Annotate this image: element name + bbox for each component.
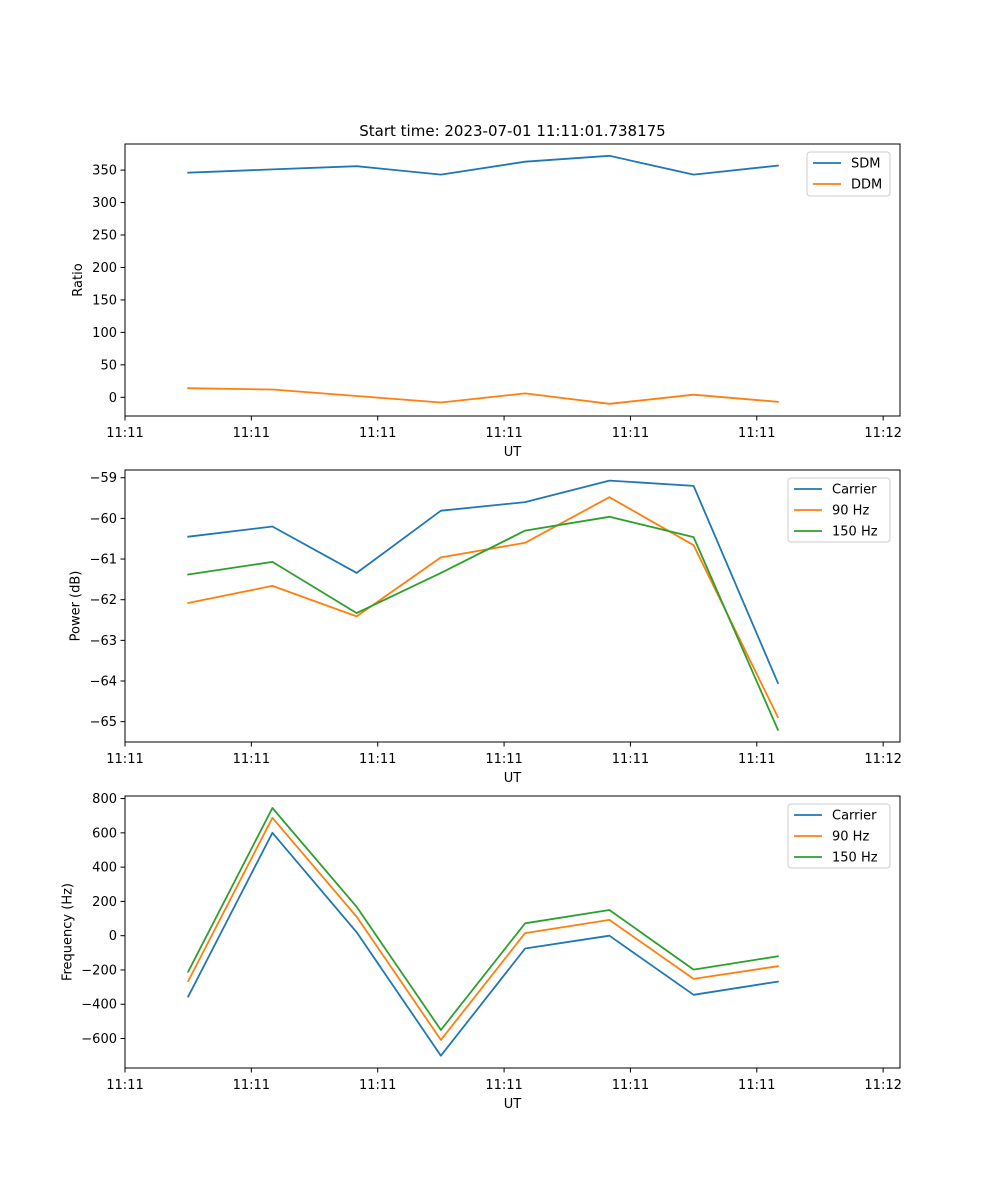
- chart-1-legend: SDM DDM: [806, 151, 891, 197]
- chart-2: 11:11 11:11 11:11 11:11 11:11 11:11 11:12 −65 −6…: [69, 469, 902, 786]
- chart-2-x-tick-label: 11:11: [738, 752, 775, 767]
- chart-2-legend-box: [787, 477, 891, 543]
- chart-3-legend-label: Carrier: [832, 809, 877, 824]
- chart-3-axes-frame: [124, 795, 901, 1069]
- chart-2-series-carrier-line: [187, 479, 780, 685]
- chart-2-y-tick-label: −59: [90, 471, 117, 486]
- chart-2-x-tick-label: 11:11: [106, 752, 143, 767]
- chart-3-legend-label: 90 Hz: [832, 830, 869, 845]
- chart-1-x-tick-label: 11:11: [485, 426, 522, 441]
- chart-3-legend-box: [787, 803, 891, 869]
- chart-2-y-tick-label: −63: [90, 634, 117, 649]
- chart-3-y-tick-label: 0: [109, 929, 117, 944]
- chart-2-legend-label: Carrier: [832, 483, 877, 498]
- chart-3-y-tick-label: −600: [81, 1032, 117, 1047]
- chart-3-y-tick-label: 400: [92, 861, 117, 876]
- chart-1-y-tick-label: 300: [92, 196, 117, 211]
- chart-2-legend-label: 90 Hz: [832, 504, 869, 519]
- chart-3-y-tick-label: 200: [92, 895, 117, 910]
- chart-3-series-carrier-line: [186, 831, 779, 1057]
- chart-1-x-tick-label: 11:11: [738, 426, 775, 441]
- chart-3-y-tick-label: 600: [92, 826, 117, 841]
- chart-2-x-tick-label: 11:11: [359, 752, 396, 767]
- chart-2-legend-label: 150 Hz: [832, 525, 878, 540]
- chart-1-x-tick-label: 11:11: [106, 426, 143, 441]
- chart-1-x-tick-label: 11:11: [233, 426, 270, 441]
- chart-1-series-ddm-line: [187, 387, 779, 405]
- chart-3-x-tick-label: 11:11: [106, 1078, 143, 1093]
- chart-1-y-tick-label: 50: [100, 358, 117, 373]
- chart-2-x-tick-label: 11:11: [612, 752, 649, 767]
- chart-3-y-tick-label: 800: [92, 792, 117, 807]
- chart-1-axes-frame: [124, 143, 901, 417]
- chart-1-series-sdm-line: [187, 154, 779, 176]
- chart-2-series-150-hz-line: [187, 515, 780, 731]
- chart-3-y-tick-label: −400: [81, 998, 117, 1013]
- chart-1-y-tick-label: 350: [92, 164, 117, 179]
- chart-1-x-tick-label: 11:12: [864, 426, 901, 441]
- chart-2-y-tick-label: −64: [90, 675, 117, 690]
- chart-1-y-tick-label: 200: [92, 261, 117, 276]
- chart-2-y-tick-label: −62: [90, 593, 117, 608]
- chart-1-y-tick-label: 100: [92, 326, 117, 341]
- chart-2-y-tick-label: −60: [90, 512, 117, 527]
- chart-3-x-tick-label: 11:11: [738, 1078, 775, 1093]
- chart-2-y-tick-label: −65: [90, 715, 117, 730]
- chart-1-legend-label: SDM: [851, 157, 880, 172]
- chart-2-axes-frame: [124, 469, 901, 743]
- chart-2-y-tick-label: −61: [90, 553, 117, 568]
- chart-1-y-tick-label: 250: [92, 229, 117, 244]
- chart-1-x-axis-label: UT: [504, 445, 522, 460]
- chart-3-x-tick-label: 11:12: [864, 1078, 901, 1093]
- chart-1-x-tick-label: 11:11: [612, 426, 649, 441]
- chart-3: 11:11 11:11 11:11 11:11 11:11 11:11 11:12 −600 −…: [60, 792, 902, 1112]
- chart-3-legend-label: 150 Hz: [832, 851, 878, 866]
- chart-2-series-90-hz-line: [187, 496, 780, 719]
- chart-2-x-tick-label: 11:11: [233, 752, 270, 767]
- chart-2-x-tick-label: 11:11: [485, 752, 522, 767]
- chart-3-x-tick-label: 11:11: [359, 1078, 396, 1093]
- chart-1-y-tick-label: 150: [92, 293, 117, 308]
- chart-1: 11:11 11:11 11:11 11:11 11:11 11:11 11:12 0 50 10…: [71, 143, 902, 460]
- chart-3-series-150-hz-line: [186, 807, 779, 1031]
- chart-1-legend-label: DDM: [851, 178, 882, 193]
- chart-3-y-tick-label: −200: [81, 963, 117, 978]
- chart-2-legend: Carrier 90 Hz 150 Hz: [787, 477, 891, 543]
- chart-3-x-tick-label: 11:11: [485, 1078, 522, 1093]
- chart-3-series-90-hz-line: [186, 816, 779, 1041]
- chart-1-y-tick-label: 0: [109, 391, 117, 406]
- plots-container: 11:11 11:11 11:11 11:11 11:11 11:11 11:12 0 50 10…: [60, 143, 902, 1112]
- chart-3-legend: Carrier 90 Hz 150 Hz: [787, 803, 891, 869]
- chart-3-x-tick-label: 11:11: [612, 1078, 649, 1093]
- chart-2-y-axis-label: Power (dB): [69, 571, 84, 642]
- chart-3-x-tick-label: 11:11: [233, 1078, 270, 1093]
- chart-2-x-axis-label: UT: [504, 771, 522, 786]
- chart-3-y-axis-label: Frequency (Hz): [60, 883, 75, 981]
- chart-3-x-axis-label: UT: [504, 1097, 522, 1112]
- chart-1-x-tick-label: 11:11: [359, 426, 396, 441]
- figure-title: Start time: 2023-07-01 11:11:01.738175: [359, 122, 665, 140]
- chart-1-y-axis-label: Ratio: [71, 263, 86, 296]
- chart-2-x-tick-label: 11:12: [864, 752, 901, 767]
